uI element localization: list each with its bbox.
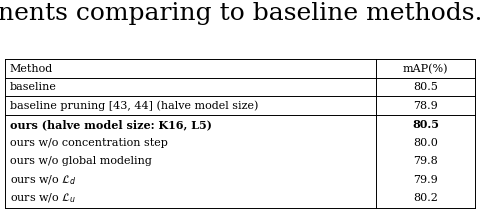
Text: ours (halve model size: K16, L5): ours (halve model size: K16, L5) xyxy=(10,119,212,130)
Text: nents comparing to baseline methods.: nents comparing to baseline methods. xyxy=(0,2,480,25)
Text: 80.5: 80.5 xyxy=(412,119,439,130)
Text: 80.5: 80.5 xyxy=(413,82,438,92)
Text: 78.9: 78.9 xyxy=(413,101,438,111)
Text: ours w/o $\mathcal{L}_d$: ours w/o $\mathcal{L}_d$ xyxy=(10,173,76,187)
Text: baseline pruning [43, 44] (halve model size): baseline pruning [43, 44] (halve model s… xyxy=(10,100,258,111)
Text: 80.0: 80.0 xyxy=(413,138,438,148)
Text: ours w/o global modeling: ours w/o global modeling xyxy=(10,156,152,166)
Text: baseline: baseline xyxy=(10,82,57,92)
Text: 79.8: 79.8 xyxy=(413,156,438,166)
Text: ours w/o $\mathcal{L}_u$: ours w/o $\mathcal{L}_u$ xyxy=(10,192,76,205)
Text: ours w/o concentration step: ours w/o concentration step xyxy=(10,138,168,148)
Text: 79.9: 79.9 xyxy=(413,175,438,185)
Text: mAP(%): mAP(%) xyxy=(403,63,448,74)
Text: 80.2: 80.2 xyxy=(413,194,438,204)
Text: Method: Method xyxy=(10,64,53,74)
